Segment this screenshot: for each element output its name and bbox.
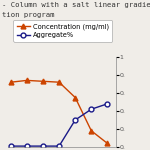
Text: tion program: tion program [2, 12, 54, 18]
Concentration (mg/ml) [74, 97, 76, 98]
Aggregate% [74, 119, 76, 121]
Concentration (mg/ml) [58, 81, 60, 83]
Aggregate% [10, 145, 12, 147]
Concentration (mg/ml) [42, 80, 44, 82]
Concentration (mg/ml) [90, 130, 92, 132]
Concentration (mg/ml) [10, 81, 12, 83]
Line: Concentration (mg/ml): Concentration (mg/ml) [8, 78, 110, 146]
Text: - Column with a salt linear gradient: - Column with a salt linear gradient [2, 2, 150, 8]
Aggregate% [42, 145, 44, 147]
Line: Aggregate%: Aggregate% [8, 101, 110, 148]
Aggregate% [90, 108, 92, 110]
Concentration (mg/ml) [106, 142, 108, 144]
Aggregate% [58, 145, 60, 147]
Concentration (mg/ml) [26, 80, 28, 81]
Legend: Concentration (mg/ml), Aggregate%: Concentration (mg/ml), Aggregate% [13, 20, 112, 42]
Aggregate% [26, 145, 28, 147]
Aggregate% [106, 103, 108, 105]
